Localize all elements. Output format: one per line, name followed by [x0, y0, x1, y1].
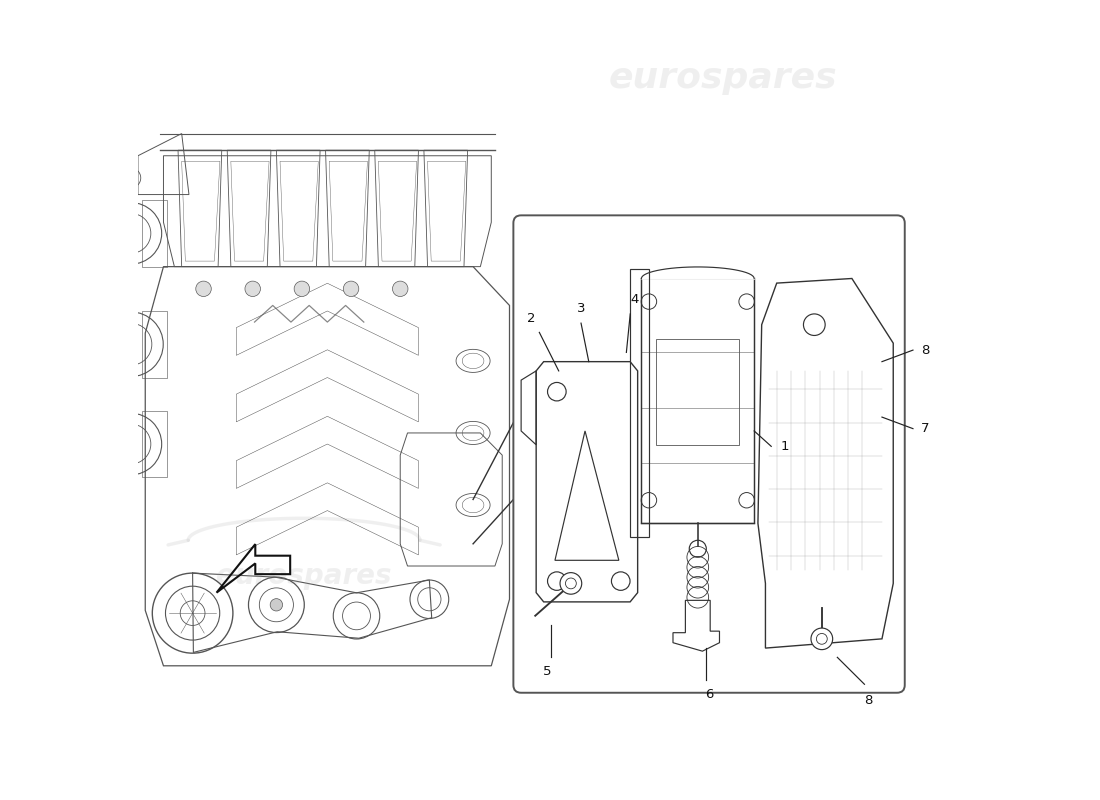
FancyBboxPatch shape	[514, 215, 904, 693]
Text: 2: 2	[527, 312, 536, 325]
Bar	[641, 278, 755, 523]
Circle shape	[560, 573, 582, 594]
Text: eurospares: eurospares	[608, 62, 837, 95]
Circle shape	[271, 598, 283, 611]
Circle shape	[245, 281, 261, 297]
Circle shape	[196, 281, 211, 297]
Circle shape	[294, 281, 309, 297]
Text: 8: 8	[921, 344, 929, 357]
Text: 4: 4	[630, 294, 638, 306]
Text: 8: 8	[865, 694, 872, 706]
Text: 3: 3	[576, 302, 585, 315]
Text: 6: 6	[705, 688, 714, 701]
Text: 7: 7	[921, 422, 929, 435]
Bar	[657, 338, 739, 445]
Text: 5: 5	[542, 665, 551, 678]
Circle shape	[811, 628, 833, 650]
Circle shape	[393, 281, 408, 297]
Text: 1: 1	[781, 440, 789, 453]
Text: eurospares: eurospares	[217, 562, 392, 590]
Circle shape	[343, 281, 359, 297]
